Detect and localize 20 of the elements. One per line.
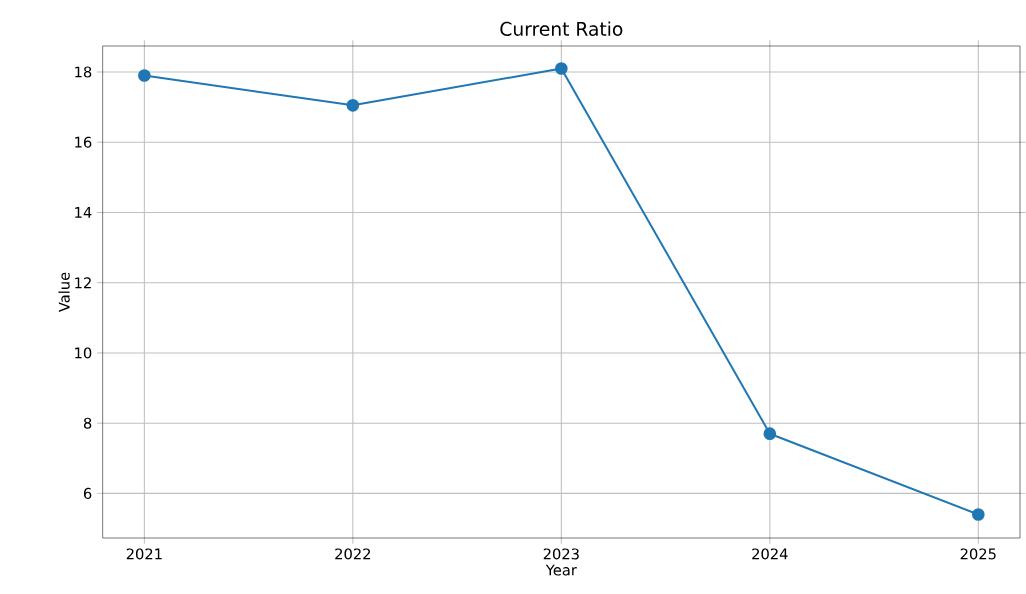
y-tick-label: 18: [75, 66, 92, 78]
y-tick-label: 10: [75, 347, 92, 359]
x-tick-label: 2021: [126, 548, 162, 560]
chart-title: Current Ratio: [500, 21, 623, 36]
point: [346, 99, 360, 112]
y-axis-title: Value: [58, 272, 70, 313]
point: [138, 69, 151, 82]
point: [763, 427, 777, 441]
y-tick-label: 6: [83, 487, 92, 499]
y-tick-label: 8: [83, 417, 92, 429]
x-axis-title: Year: [545, 564, 577, 576]
x-tick-label: 2024: [752, 548, 788, 560]
x-tick-label: 2022: [335, 548, 371, 560]
x-tick-label: 2023: [543, 548, 579, 560]
point: [555, 62, 568, 75]
x-tick-label: 2025: [960, 548, 996, 560]
point: [971, 508, 985, 521]
y-tick-label: 14: [75, 207, 92, 218]
y-tick-label: 16: [75, 136, 92, 148]
y-tick-label: 12: [75, 277, 91, 289]
